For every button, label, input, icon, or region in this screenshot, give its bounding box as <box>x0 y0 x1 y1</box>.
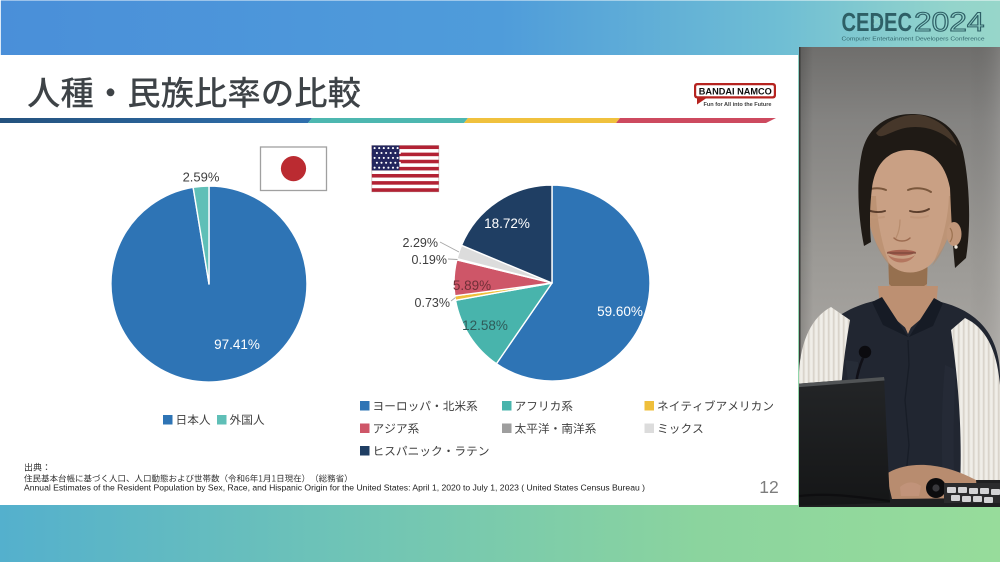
svg-text:5.89%: 5.89% <box>453 278 491 293</box>
svg-text:59.60%: 59.60% <box>597 304 643 319</box>
svg-text:12.58%: 12.58% <box>462 318 508 333</box>
svg-text:2.29%: 2.29% <box>403 236 438 250</box>
svg-text:Annual Estimates of the Reside: Annual Estimates of the Resident Populat… <box>24 483 645 493</box>
svg-text:BANDAI NAMCO: BANDAI NAMCO <box>699 87 773 98</box>
svg-text:0.73%: 0.73% <box>415 296 450 310</box>
svg-text:18.72%: 18.72% <box>484 216 530 231</box>
svg-text:97.41%: 97.41% <box>214 337 260 352</box>
svg-text:12: 12 <box>759 477 778 497</box>
svg-text:0.19%: 0.19% <box>412 253 447 267</box>
svg-text:2.59%: 2.59% <box>183 170 220 185</box>
svg-text:Fun for All into the Future: Fun for All into the Future <box>704 102 772 108</box>
svg-text:Computer Entertainment Develop: Computer Entertainment Developers Confer… <box>842 37 985 43</box>
svg-text:2024: 2024 <box>914 7 985 37</box>
